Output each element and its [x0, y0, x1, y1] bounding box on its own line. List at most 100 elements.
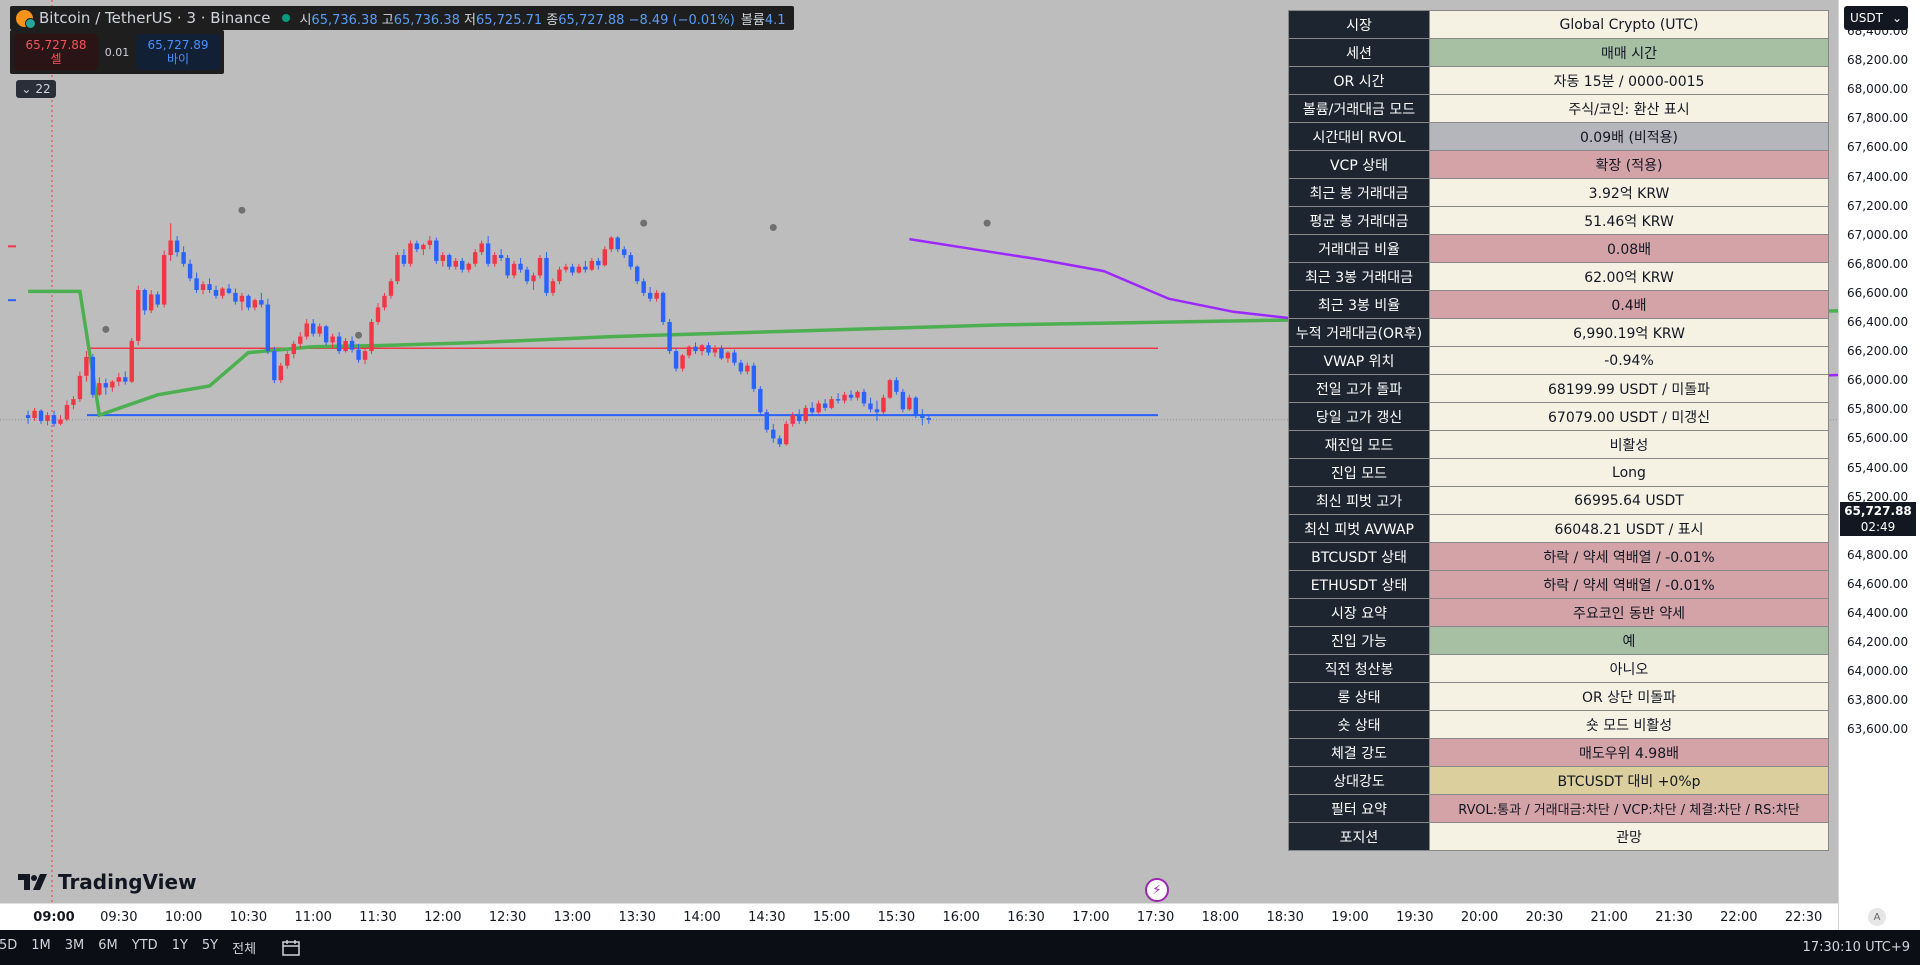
range-button[interactable]: 6M	[98, 938, 118, 953]
time-tick: 18:30	[1266, 910, 1304, 925]
candle-body	[732, 352, 737, 363]
candle-body	[71, 399, 76, 405]
candle-body	[369, 322, 374, 352]
candle-body	[654, 292, 659, 299]
candle-body	[518, 263, 523, 270]
candle-body	[712, 348, 718, 353]
date-range-selector: 5D 1M 3M 6M YTD 1Y 5Y 전체	[0, 938, 263, 957]
status-row: 상대강도 BTCUSDT 대비 +0%p	[1288, 766, 1829, 795]
pivot-marker	[769, 224, 777, 232]
status-key: ETHUSDT 상태	[1288, 570, 1430, 599]
auto-scale-button[interactable]: A	[1868, 908, 1886, 926]
status-row: 시장 요약 주요코인 동반 약세	[1288, 598, 1829, 627]
range-button[interactable]: 3M	[64, 938, 85, 953]
candle-body	[868, 403, 873, 410]
buy-button[interactable]: 65,727.89 바이	[136, 34, 220, 70]
status-row: 직전 청산봉 아니오	[1288, 654, 1829, 683]
candle-body	[803, 407, 808, 421]
range-button[interactable]: YTD	[131, 938, 158, 953]
time-tick: 12:30	[488, 910, 527, 925]
candle-body	[751, 365, 757, 389]
pivot-marker	[355, 331, 363, 339]
candle-body	[460, 260, 465, 270]
status-key: 최근 3봉 거래대금	[1288, 262, 1430, 291]
candle-body	[473, 252, 478, 264]
candle-body	[887, 380, 893, 398]
status-value: Long	[1429, 458, 1829, 487]
status-key: 최신 피벗 고가	[1288, 486, 1430, 515]
ohlc-values: 시65,736.38 고65,736.38 저65,725.71 종65,727…	[299, 12, 735, 28]
volume-value: 볼륨4.1	[740, 12, 786, 28]
candle-body	[680, 355, 685, 369]
status-value: 하락 / 약세 역배열 / -0.01%	[1429, 542, 1829, 571]
status-value: 아니오	[1429, 654, 1829, 683]
price-tick: 64,800.00	[1847, 547, 1909, 562]
price-tick: 68,200.00	[1847, 53, 1909, 68]
calendar-icon[interactable]	[281, 939, 303, 957]
status-row: 최신 피벗 고가 66995.64 USDT	[1288, 486, 1829, 515]
price-tick: 66,200.00	[1847, 344, 1909, 359]
candle-body	[330, 336, 335, 343]
price-tick: 66,400.00	[1847, 315, 1909, 329]
lightning-icon[interactable]: ⚡	[1145, 878, 1169, 902]
candle-body	[498, 255, 504, 258]
candle-body	[453, 260, 458, 267]
candle-body	[881, 397, 886, 413]
chevron-down-icon: ⌄	[1891, 11, 1902, 25]
candle-body	[589, 260, 595, 270]
status-key: OR 시간	[1288, 66, 1430, 95]
time-tick: 09:30	[100, 910, 138, 925]
status-value: 0.09배 (비적용)	[1429, 122, 1829, 151]
status-key: VWAP 위치	[1288, 346, 1430, 375]
status-key: 숏 상태	[1288, 710, 1430, 739]
candle-body	[32, 410, 37, 419]
price-tick: 64,000.00	[1847, 664, 1909, 679]
candle-body	[907, 397, 912, 410]
candle-body	[602, 249, 607, 266]
status-value: 매매 시간	[1429, 38, 1829, 67]
time-tick: 16:00	[942, 910, 980, 925]
range-button[interactable]: 전체	[232, 942, 257, 957]
candle-body	[38, 410, 44, 421]
indicator-status-table: 시장 Global Crypto (UTC) 세션 매매 시간 OR 시간 자동 15분 …	[1288, 10, 1829, 851]
time-tick: 22:00	[1720, 910, 1758, 925]
candle-body	[97, 383, 102, 395]
time-tick: 19:00	[1331, 910, 1369, 925]
candle-body	[149, 294, 154, 311]
clock-timezone[interactable]: 17:30:10 UTC+9	[1802, 940, 1910, 955]
time-axis[interactable]: 09:00 09:30 10:00 10:30 11:00 11:30 12:00 12:30…	[0, 903, 1838, 930]
price-tick: 65,800.00	[1847, 402, 1909, 417]
candle-body	[920, 415, 925, 419]
time-tick: 11:00	[294, 910, 332, 925]
candle-body	[291, 343, 296, 355]
indicators-toggle-button[interactable]: ⌄ 22	[16, 80, 56, 98]
range-button[interactable]: 1Y	[171, 938, 188, 953]
price-axis[interactable]: 68,400.00 68,200.00 68,000.00 67,800.00 67,6…	[1838, 0, 1920, 930]
candle-body	[719, 348, 724, 359]
candle-body	[583, 266, 588, 270]
status-key: BTCUSDT 상태	[1288, 542, 1430, 571]
candle-body	[343, 340, 348, 352]
candle-body	[200, 284, 206, 290]
tradingview-logo[interactable]: TradingView	[18, 870, 197, 894]
candle-body	[874, 409, 880, 413]
symbol-title[interactable]: Bitcoin / TetherUS · 3 · Binance	[39, 9, 271, 27]
status-key: 체결 강도	[1288, 738, 1430, 767]
range-button[interactable]: 5Y	[201, 938, 219, 953]
sell-button[interactable]: 65,727.88 셀	[14, 34, 98, 70]
candle-body	[213, 289, 219, 296]
price-chart[interactable]	[0, 0, 1838, 903]
candle-body	[647, 292, 653, 299]
candle-body	[686, 346, 692, 356]
range-button[interactable]: 1M	[31, 938, 51, 953]
candle-body	[194, 278, 199, 290]
candle-body	[699, 345, 705, 352]
range-button[interactable]: 5D	[0, 938, 18, 953]
currency-selector[interactable]: USDT ⌄	[1844, 6, 1908, 30]
candle-body	[84, 356, 89, 376]
symbol-legend[interactable]: Bitcoin / TetherUS · 3 · Binance 시65,736…	[10, 6, 794, 30]
candle-body	[511, 263, 517, 276]
status-key: 시간대비 RVOL	[1288, 122, 1430, 151]
candle-body	[492, 255, 497, 264]
candle-body	[356, 349, 361, 360]
